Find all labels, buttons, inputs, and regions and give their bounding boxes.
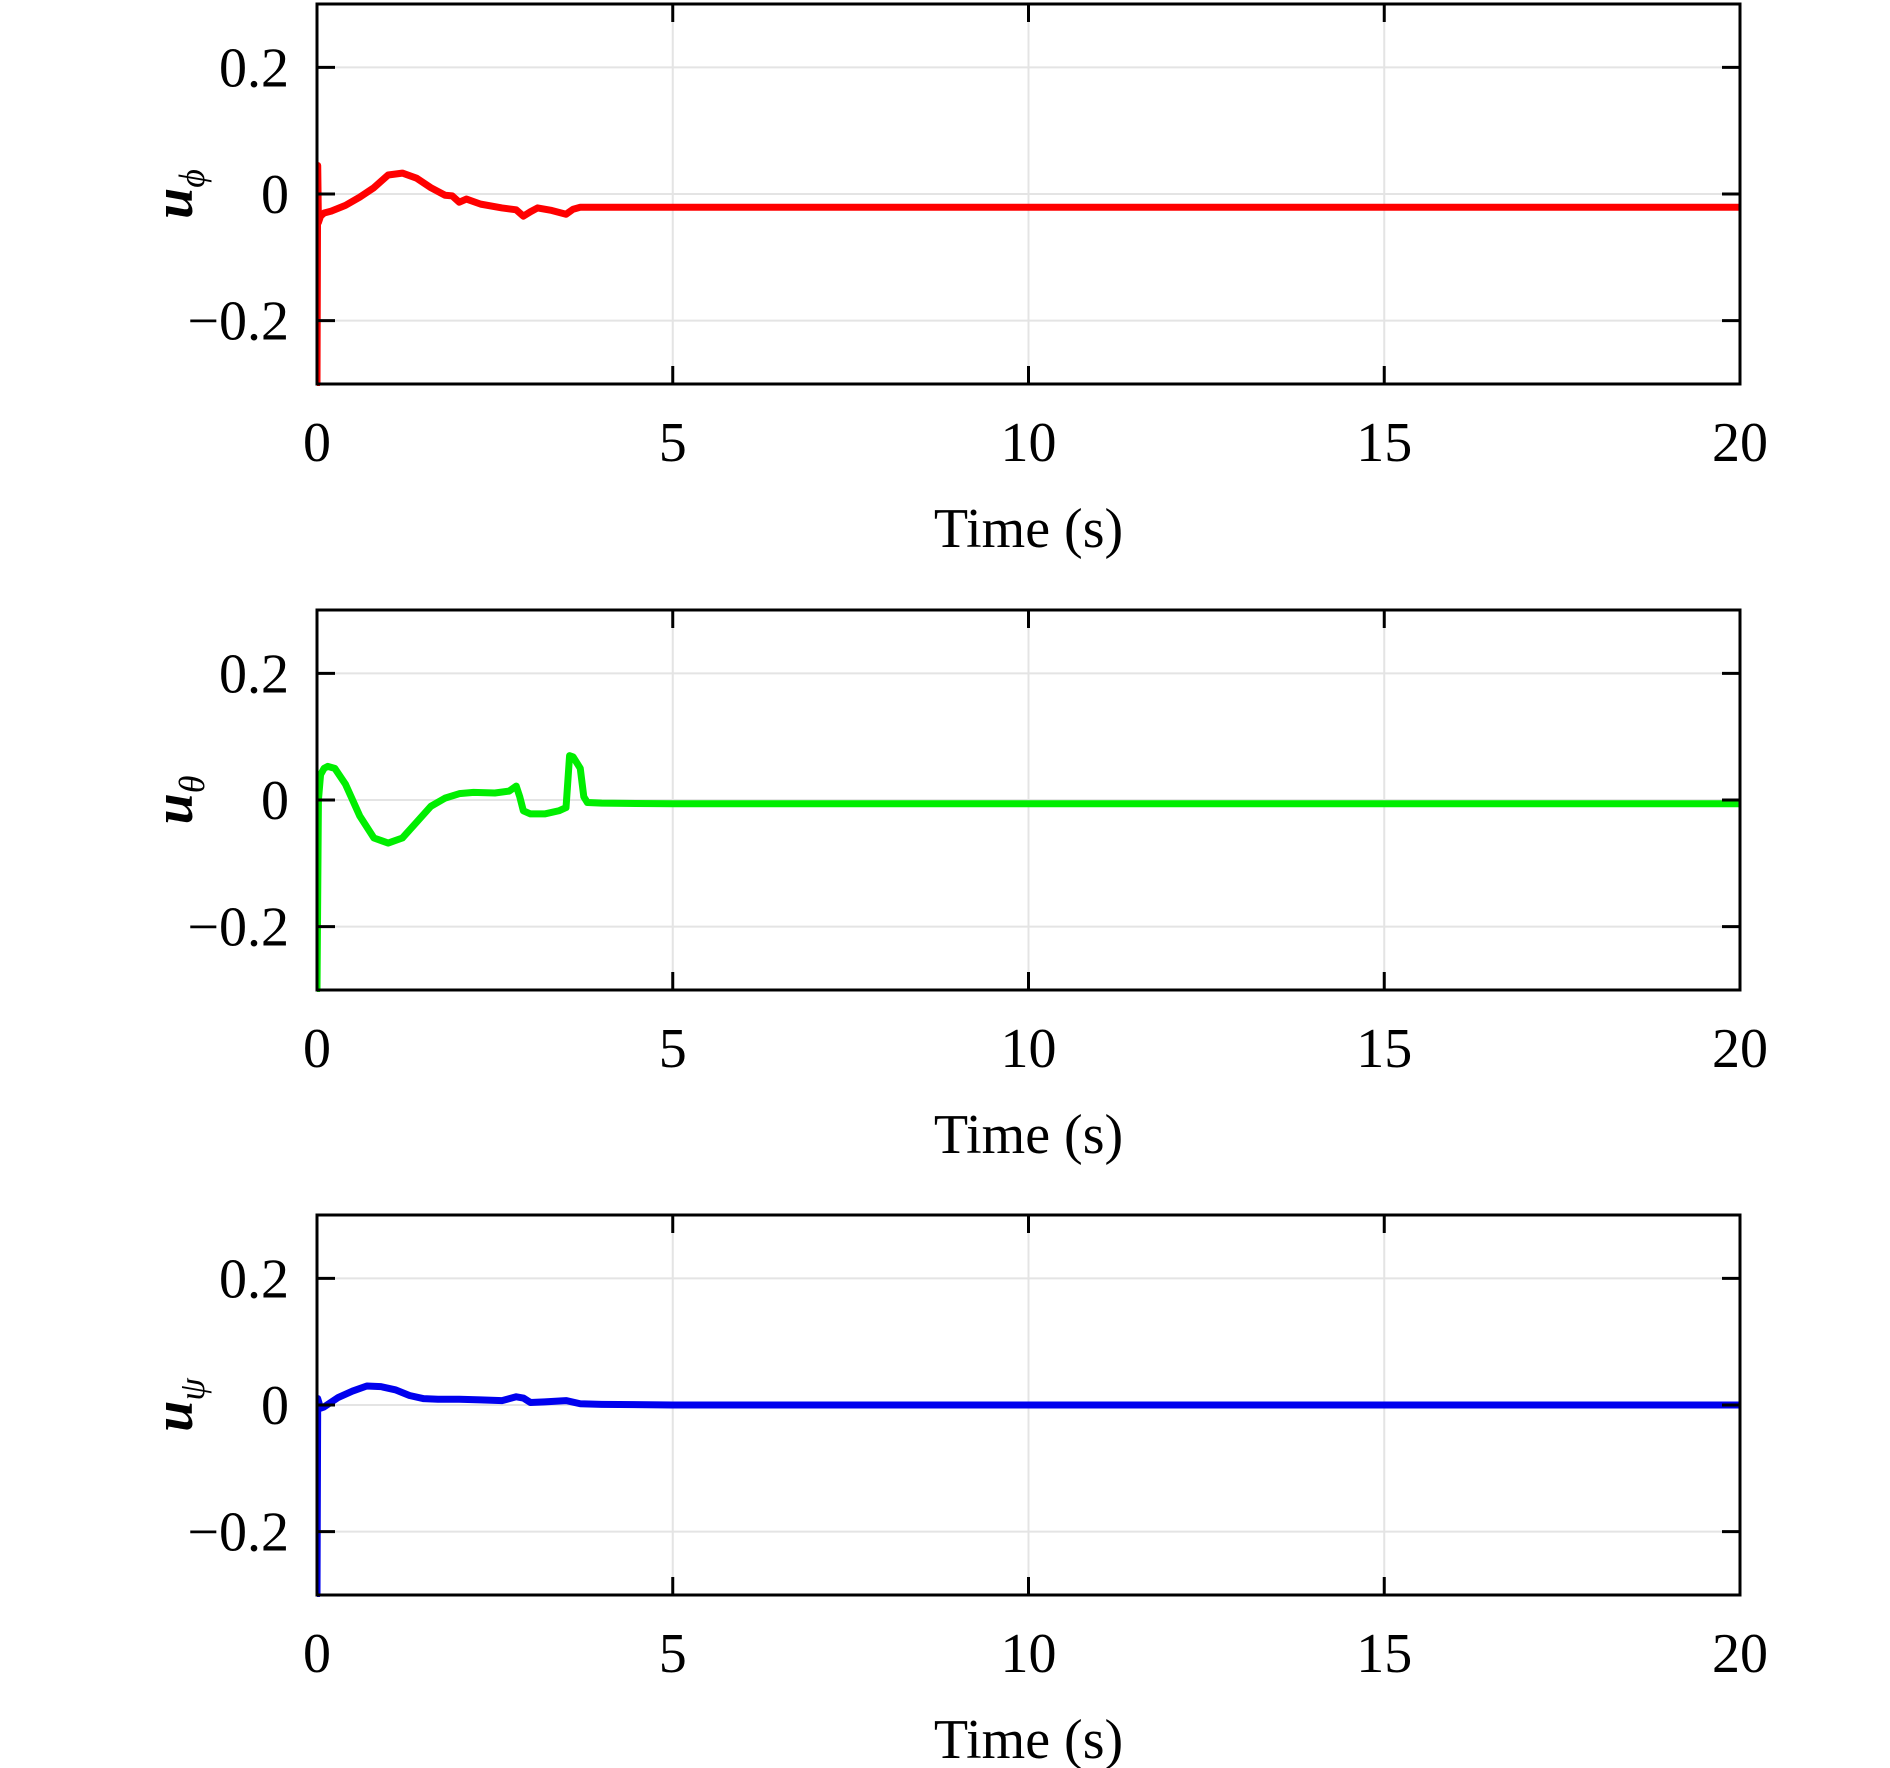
y-axis-label: uθ bbox=[143, 776, 212, 825]
x-axis-label: Time (s) bbox=[934, 1104, 1123, 1166]
x-tick-label: 0 bbox=[303, 1623, 331, 1685]
series-line-1 bbox=[317, 162, 1740, 386]
series-line-1 bbox=[317, 752, 1740, 992]
y-axis-label-subscript: ϕ bbox=[172, 169, 212, 188]
y-axis-label: uψ bbox=[143, 1378, 212, 1432]
y-tick-label: 0.2 bbox=[219, 1248, 289, 1310]
y-tick-label: −0.2 bbox=[187, 291, 289, 353]
y-tick-label: 0 bbox=[261, 164, 289, 226]
x-tick-label: 5 bbox=[659, 412, 687, 474]
x-tick-label: 0 bbox=[303, 1018, 331, 1080]
series-line-1 bbox=[317, 1382, 1740, 1597]
y-tick-label: 0 bbox=[261, 770, 289, 832]
x-tick-label: 15 bbox=[1356, 412, 1412, 474]
x-tick-label: 20 bbox=[1712, 412, 1768, 474]
y-tick-label: −0.2 bbox=[187, 897, 289, 959]
y-tick-label: 0.2 bbox=[219, 643, 289, 705]
x-axis-label: Time (s) bbox=[934, 1709, 1123, 1768]
x-tick-label: 10 bbox=[1001, 1623, 1057, 1685]
x-axis-label: Time (s) bbox=[934, 498, 1123, 560]
x-tick-label: 20 bbox=[1712, 1623, 1768, 1685]
y-axis-label-base: u bbox=[143, 1401, 205, 1432]
x-tick-label: 10 bbox=[1001, 1018, 1057, 1080]
x-tick-label: 10 bbox=[1001, 412, 1057, 474]
y-axis-label: uϕ bbox=[143, 169, 212, 219]
y-tick-label: 0.2 bbox=[219, 37, 289, 99]
x-tick-label: 15 bbox=[1356, 1018, 1412, 1080]
y-tick-label: 0 bbox=[261, 1375, 289, 1437]
x-tick-label: 5 bbox=[659, 1623, 687, 1685]
x-tick-label: 20 bbox=[1712, 1018, 1768, 1080]
x-tick-label: 15 bbox=[1356, 1623, 1412, 1685]
x-tick-label: 5 bbox=[659, 1018, 687, 1080]
x-tick-label: 0 bbox=[303, 412, 331, 474]
y-axis-label-subscript: ψ bbox=[172, 1378, 212, 1401]
y-axis-label-base: u bbox=[143, 793, 205, 824]
y-tick-label: −0.2 bbox=[187, 1502, 289, 1564]
y-axis-label-subscript: θ bbox=[172, 776, 212, 794]
y-axis-label-base: u bbox=[143, 188, 205, 219]
